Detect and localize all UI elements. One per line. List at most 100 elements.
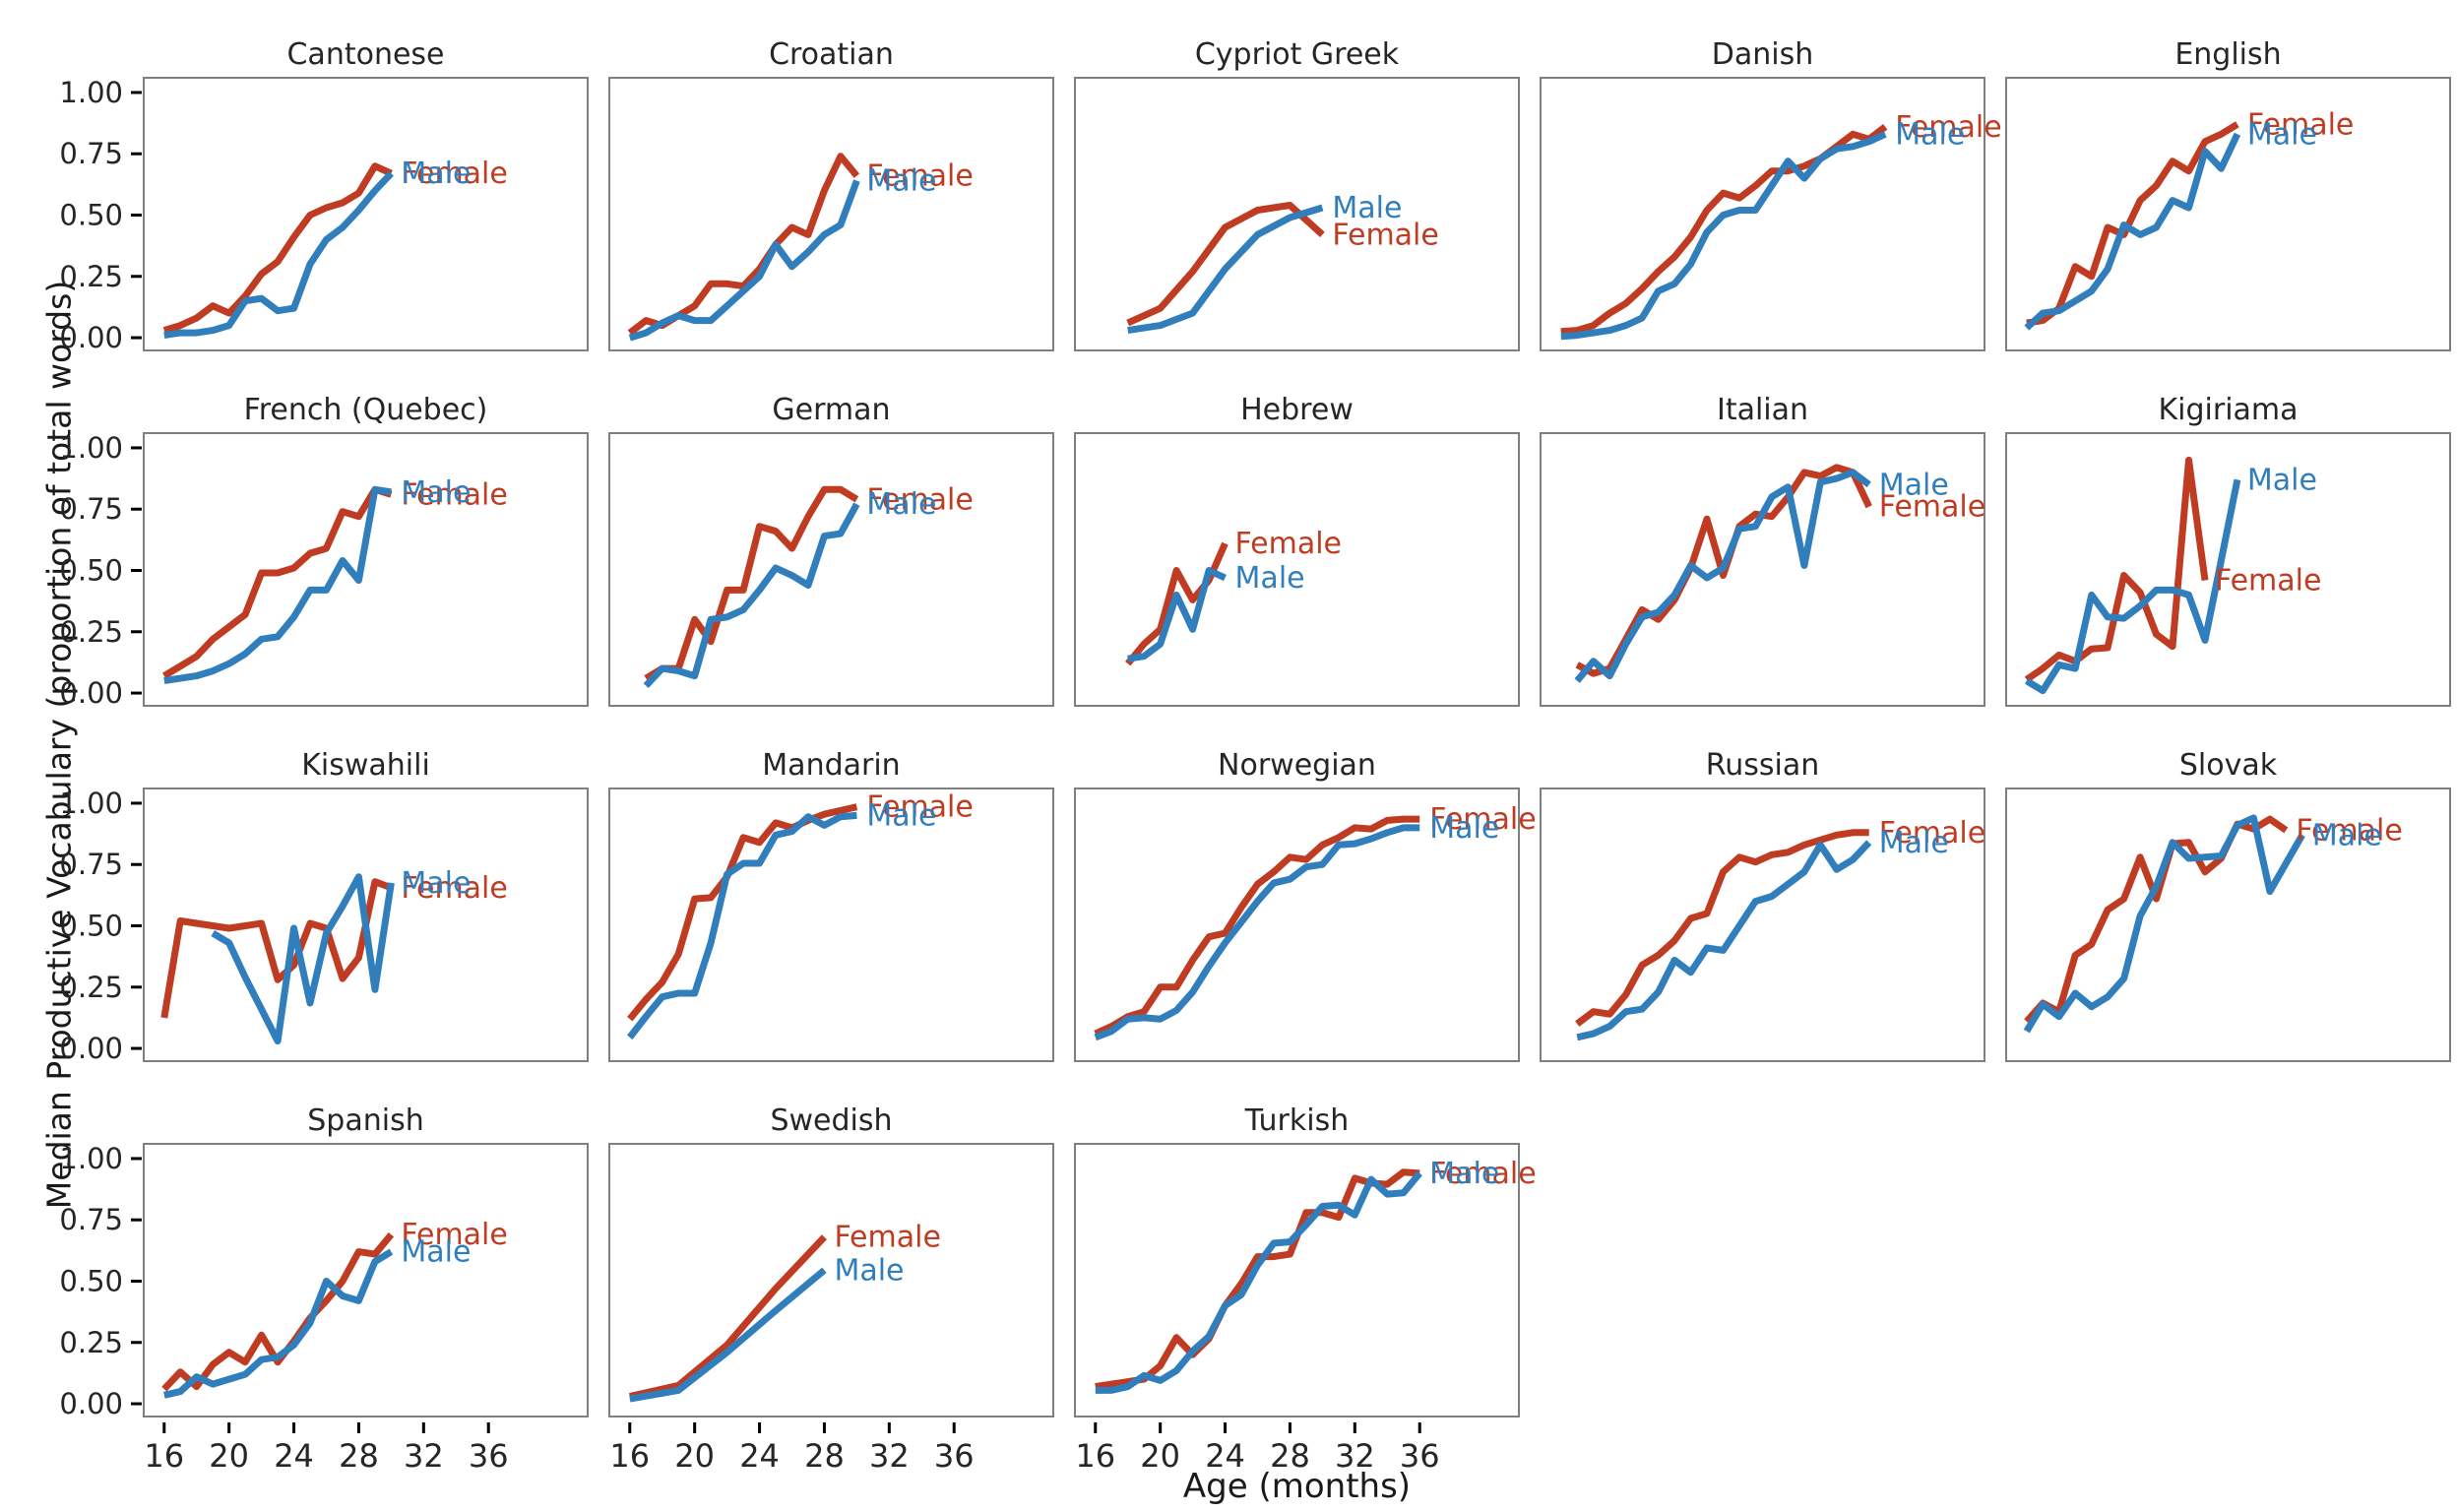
male-series-label: Male (2247, 463, 2317, 497)
y-tick-label: 0.50 (59, 1265, 123, 1298)
male-series-label: Male (1429, 1157, 1499, 1191)
x-tick-label: 32 (1335, 1437, 1375, 1475)
female-series-label: Female (1429, 1157, 1536, 1191)
female-line (1095, 1168, 1420, 1391)
male-series-label: Male (866, 487, 936, 522)
male-line (163, 1248, 394, 1399)
male-line (163, 485, 392, 685)
facet-panel-slovak: Slovak Female Male (2005, 748, 2451, 1062)
facet-panel-hebrew: Hebrew Female Male (1074, 393, 1520, 707)
facet-title: Hebrew (1240, 393, 1354, 427)
plot-area: Female Male (2024, 456, 2321, 695)
female-series-label: Female (2215, 563, 2321, 598)
male-series-label: Male (1879, 468, 1949, 502)
facet-panel-russian: Russian Female Male (1540, 748, 1985, 1062)
y-tick-label: 0.75 (59, 492, 123, 526)
male-series-label: Male (1235, 561, 1305, 596)
y-tick-label: 0.25 (59, 1326, 123, 1359)
female-line (2026, 121, 2239, 327)
facet-panel-mandarin: Mandarin Female Male (608, 748, 1054, 1062)
x-tick-label: 16 (609, 1437, 650, 1475)
facet-panel-french-quebec-: French (Quebec) 1.00 0.75 0.50 0.25 0.00 Femal… (59, 393, 589, 710)
facet-panel-cantonese: Cantonese 1.00 0.75 0.50 0.25 0.00 Female Male (59, 37, 589, 354)
x-tick-label: 24 (1205, 1437, 1245, 1475)
y-tick-label: 1.00 (59, 787, 123, 820)
male-line (629, 1267, 827, 1403)
x-tick-label: 28 (339, 1437, 379, 1475)
female-series-label: Female (401, 1218, 507, 1252)
facet-panel-danish: Danish Female Male (1540, 37, 2002, 351)
y-tick-label: 0.75 (59, 848, 123, 881)
facet-title: French (Quebec) (243, 393, 488, 427)
facet-panel-german: German Female Male (608, 393, 1054, 707)
y-tick-label: 0.25 (59, 615, 123, 649)
female-line (644, 485, 859, 682)
facet-panel-kigiriama: Kigiriama Female Male (2005, 393, 2451, 707)
facet-panel-spanish: Spanish 1.00 0.75 0.50 0.25 0.00 16 20 24 28 32 36 F… (59, 1103, 589, 1475)
male-line (163, 170, 394, 340)
facet-title: Slovak (2178, 748, 2278, 783)
male-series-label: Male (866, 798, 936, 833)
female-series-label: Female (1235, 527, 1342, 561)
facet-title: Cantonese (286, 37, 445, 72)
facet-panel-kiswahili: Kiswahili 1.00 0.75 0.50 0.25 0.00 Female Male (59, 748, 589, 1065)
female-line (627, 153, 860, 336)
female-line (161, 1231, 395, 1392)
x-tick-label: 20 (209, 1437, 249, 1475)
facet-panel-turkish: Turkish 16 20 24 28 32 36 Female Male (1074, 1103, 1537, 1475)
male-line (1576, 840, 1872, 1041)
male-line (1127, 204, 1324, 335)
female-line (1094, 815, 1420, 1038)
y-tick-label: 1.00 (59, 431, 123, 465)
female-series-label: Female (401, 157, 507, 191)
y-tick-label: 0.00 (59, 1032, 123, 1065)
facet-title: Danish (1711, 37, 1814, 72)
y-tick-label: 0.25 (59, 260, 123, 293)
facet-title: Russian (1705, 748, 1820, 783)
male-line (1095, 1170, 1422, 1394)
female-line (2024, 456, 2209, 683)
x-tick-label: 36 (1400, 1437, 1440, 1475)
female-line (1575, 829, 1869, 1027)
female-line (1126, 202, 1325, 327)
y-tick-label: 1.00 (59, 76, 123, 109)
female-series-label: Female (2296, 813, 2402, 848)
x-tick-label: 24 (739, 1437, 780, 1475)
male-line (2024, 132, 2241, 331)
facet-title: English (2174, 37, 2282, 72)
male-series-label: Male (2247, 117, 2317, 152)
facet-title: Cypriot Greek (1194, 37, 1400, 72)
male-series-label: Male (401, 1235, 471, 1270)
x-tick-label: 16 (144, 1437, 184, 1475)
female-line (162, 162, 393, 334)
x-tick-label: 20 (674, 1437, 715, 1475)
x-tick-label: 36 (934, 1437, 975, 1475)
female-series-label: Female (866, 159, 973, 194)
x-tick-label: 28 (804, 1437, 845, 1475)
facet-panel-croatian: Croatian Female Male (608, 37, 1054, 351)
female-series-label: Female (1879, 816, 1985, 850)
y-tick-label: 0.50 (59, 199, 123, 232)
female-line (627, 803, 858, 1022)
facet-title: Norwegian (1218, 748, 1376, 783)
male-line (211, 873, 395, 1045)
male-line (1094, 824, 1420, 1041)
male-line (1127, 567, 1227, 662)
facet-title: Mandarin (762, 748, 901, 783)
facet-panel-norwegian: Norwegian Female Male (1074, 748, 1537, 1062)
female-series-label: Female (1895, 110, 2001, 145)
male-series-label: Male (834, 1253, 904, 1288)
facet-panel-swedish: Swedish 16 20 24 28 32 36 Female Male (608, 1103, 1054, 1475)
y-tick-label: 1.00 (59, 1142, 123, 1175)
